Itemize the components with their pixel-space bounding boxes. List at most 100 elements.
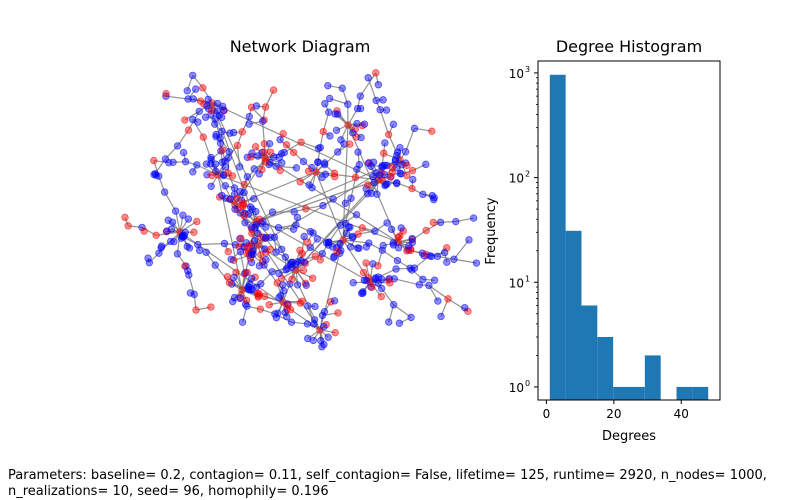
network-node (364, 74, 372, 82)
network-node (164, 216, 172, 224)
network-node (427, 252, 436, 261)
network-node (243, 302, 251, 310)
network-node (348, 233, 357, 242)
network-node (428, 127, 436, 135)
network-node (288, 258, 296, 266)
network-node (190, 290, 198, 299)
network-node (325, 94, 334, 103)
network-node (220, 106, 228, 114)
network-edge (324, 151, 339, 166)
network-edge (221, 149, 226, 162)
network-node (380, 149, 388, 157)
network-node (199, 84, 207, 92)
network-node (227, 255, 235, 263)
network-node (351, 125, 360, 133)
network-node (211, 261, 219, 269)
network-node (183, 87, 191, 95)
network-node (372, 96, 380, 105)
network-node (314, 144, 323, 152)
network-edge (211, 102, 379, 181)
network-node (364, 181, 372, 189)
network-node (261, 245, 269, 253)
network-node (338, 84, 346, 92)
network-node (258, 165, 266, 174)
network-edge (260, 271, 273, 285)
histogram-bar (692, 386, 709, 400)
network-node (429, 195, 438, 204)
network-node (388, 168, 396, 177)
network-node (202, 160, 211, 168)
network-node (155, 249, 163, 257)
network-node (422, 160, 430, 169)
network-node (389, 241, 398, 249)
network-node (170, 237, 178, 246)
network-edge (234, 171, 317, 206)
y-tick-label: 10 (509, 172, 524, 186)
network-node (226, 129, 234, 137)
network-node (276, 166, 284, 175)
network-edge (397, 227, 402, 243)
network-node (333, 248, 341, 256)
network-edge (429, 252, 445, 257)
network-edge (411, 188, 424, 195)
network-edge (411, 179, 414, 189)
x-tick-label: 40 (674, 407, 689, 421)
network-node (173, 250, 182, 258)
network-node (124, 222, 132, 230)
network-edge (428, 285, 439, 302)
network-node (318, 311, 327, 320)
network-node (384, 130, 393, 139)
network-edge (253, 161, 266, 170)
network-node (287, 318, 296, 326)
network-node (250, 195, 258, 203)
network-node (331, 172, 339, 181)
network-node (184, 95, 192, 103)
network-edge (252, 244, 259, 255)
network-edge (374, 222, 388, 232)
network-edge (453, 258, 477, 264)
network-edge (273, 237, 277, 253)
network-node (419, 190, 427, 199)
network-node (332, 126, 341, 135)
network-node (269, 86, 278, 94)
network-node (329, 243, 337, 251)
network-node (422, 226, 430, 235)
network-node (236, 187, 244, 196)
network-edge (399, 159, 408, 166)
network-node (303, 320, 312, 328)
network-edge (447, 298, 469, 312)
histogram-bar (565, 230, 582, 400)
network-node (245, 120, 253, 128)
network-edge (284, 257, 287, 270)
network-node (306, 227, 315, 236)
network-node (218, 113, 226, 122)
network-node (311, 252, 320, 260)
network-edge (257, 244, 264, 262)
histogram-bar (629, 386, 645, 400)
network-node (331, 110, 339, 118)
network-node (218, 127, 226, 136)
network-edge (207, 98, 213, 104)
network-node (354, 244, 362, 252)
chart-title: Degree Histogram (556, 37, 702, 56)
network-node (189, 95, 198, 103)
network-node (440, 248, 449, 257)
network-node (274, 223, 283, 232)
histogram-bar (597, 336, 614, 400)
network-node (357, 133, 365, 142)
network-edge (397, 241, 408, 252)
network-edge (315, 162, 319, 173)
network-node (347, 194, 355, 203)
network-edge (187, 88, 197, 100)
network-node (268, 268, 276, 276)
network-edge (344, 198, 352, 224)
network-node (281, 253, 290, 261)
network-node (276, 135, 284, 144)
network-edge (357, 230, 375, 235)
histogram-bar (676, 386, 693, 400)
network-node (282, 266, 290, 274)
network-node (368, 283, 376, 291)
network-node (378, 275, 386, 283)
network-node (430, 276, 439, 284)
network-edge (165, 95, 189, 100)
